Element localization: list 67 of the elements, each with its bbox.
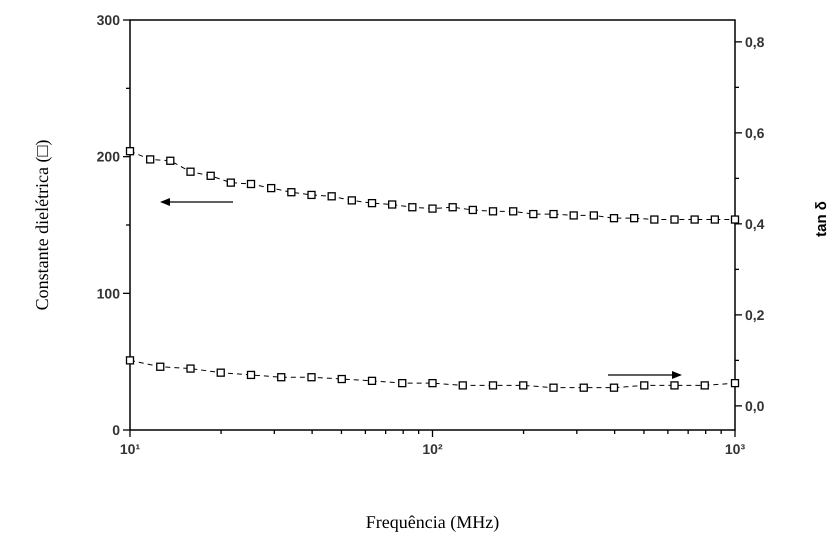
y-tick-label: 0 [112, 422, 120, 438]
point [206, 172, 215, 180]
point [488, 207, 498, 216]
point [650, 215, 658, 224]
point [519, 381, 528, 390]
x-axis-title: Frequência (MHz) [366, 512, 500, 532]
point [338, 374, 346, 384]
point [710, 215, 719, 224]
point [428, 378, 437, 388]
point [690, 215, 699, 224]
point [570, 211, 578, 220]
point [328, 192, 336, 200]
point [146, 155, 154, 164]
x-tick-label: 10² [422, 441, 443, 457]
point [488, 381, 498, 390]
point [580, 384, 588, 392]
y2-tick-label: 0,8 [745, 34, 765, 50]
point [388, 200, 396, 209]
point [368, 376, 376, 386]
point [509, 207, 518, 216]
point [640, 381, 648, 390]
point [408, 203, 416, 212]
point [549, 384, 558, 392]
point [730, 378, 740, 388]
point [287, 188, 296, 196]
point [670, 215, 679, 224]
y-tick-label: 200 [96, 148, 120, 165]
point [368, 198, 376, 208]
x-tick-label: 10¹ [120, 441, 140, 457]
point [348, 196, 356, 205]
point [126, 356, 134, 365]
point [156, 362, 164, 371]
y2-tick-label: 0,4 [745, 216, 765, 232]
point [398, 378, 406, 388]
y2-tick-label: 0,2 [745, 306, 765, 323]
point [428, 204, 437, 213]
y2-tick-label: 0,6 [745, 124, 765, 141]
y-axis-title: Constante dielétrica (□) [32, 140, 52, 310]
point [186, 364, 195, 373]
point [610, 214, 618, 222]
point [590, 211, 598, 220]
point [700, 381, 709, 390]
point [126, 147, 134, 156]
y-tick-label: 100 [96, 285, 120, 302]
point [458, 381, 467, 390]
point [267, 184, 276, 192]
point [468, 206, 477, 214]
y2-tick-label: 0,0 [745, 398, 765, 414]
point [670, 381, 679, 390]
point [226, 178, 235, 187]
point [529, 210, 538, 218]
point [307, 190, 316, 200]
x-tick-label: 10³ [724, 441, 746, 457]
y-tick-label: 300 [96, 12, 120, 28]
point [630, 214, 638, 222]
point [549, 210, 558, 218]
point [186, 168, 195, 176]
y2-axis-title: tan δ [813, 201, 830, 237]
point [277, 373, 286, 382]
point [610, 384, 618, 392]
point [166, 156, 174, 165]
point [730, 215, 740, 224]
point [216, 368, 225, 377]
point [246, 180, 256, 188]
point [448, 203, 457, 212]
point [246, 370, 256, 380]
point [307, 373, 316, 382]
